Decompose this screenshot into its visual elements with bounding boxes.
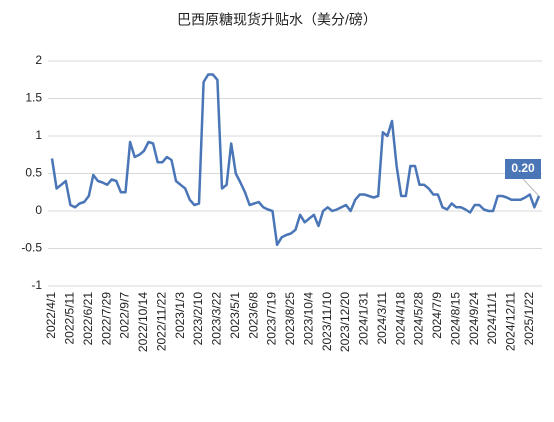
value-label: 0.20 [511,161,535,175]
x-tick-label: 2024/1/31 [357,292,371,346]
x-tick-label: 2024/8/15 [448,292,462,346]
x-tick-label: 2024/3/11 [375,292,389,345]
x-tick-label: 2022/10/14 [136,292,150,352]
x-tick-label: 2023/12/20 [338,292,352,352]
x-tick-label: 2022/5/11 [63,292,77,345]
x-tick-label: 2024/7/9 [430,292,444,339]
y-tick-label: 0 [35,203,42,217]
x-tick-label: 2023/7/19 [265,292,279,346]
y-tick-label: 2 [35,53,42,67]
x-tick-label: 2022/9/7 [118,292,132,339]
x-tick-label: 2022/4/1 [44,292,58,339]
y-tick-label: -1 [31,278,42,292]
x-tick-label: 2023/6/8 [246,292,260,339]
x-tick-label: 2023/2/10 [191,292,205,346]
x-tick-label: 2023/10/4 [301,292,315,346]
y-tick-label: 1 [35,128,42,142]
x-tick-label: 2023/11/10 [320,292,334,351]
x-tick-label: 2024/9/24 [467,292,481,346]
x-tick-label: 2024/5/28 [412,292,426,346]
y-tick-label: 1.5 [25,91,42,105]
x-tick-label: 2022/11/22 [154,292,168,351]
label-leader [522,178,540,197]
x-tick-label: 2025/1/22 [522,292,536,346]
x-tick-label: 2024/12/11 [504,292,518,351]
x-tick-label: 2023/8/25 [283,292,297,346]
x-tick-label: 2022/7/29 [99,292,113,346]
x-tick-label: 2024/4/18 [393,292,407,346]
x-tick-label: 2023/1/3 [173,292,187,339]
x-tick-label: 2022/6/21 [81,292,95,346]
chart-title: 巴西原糖现货升贴水（美分/磅） [177,12,377,28]
label-box [505,159,541,179]
x-tick-label: 2023/3/22 [210,292,224,346]
y-tick-label: 0.5 [25,166,42,180]
x-tick-label: 2024/11/1 [485,292,499,345]
x-tick-label: 2023/5/1 [228,292,242,339]
y-tick-label: -0.5 [21,241,42,255]
data-line [50,73,541,247]
